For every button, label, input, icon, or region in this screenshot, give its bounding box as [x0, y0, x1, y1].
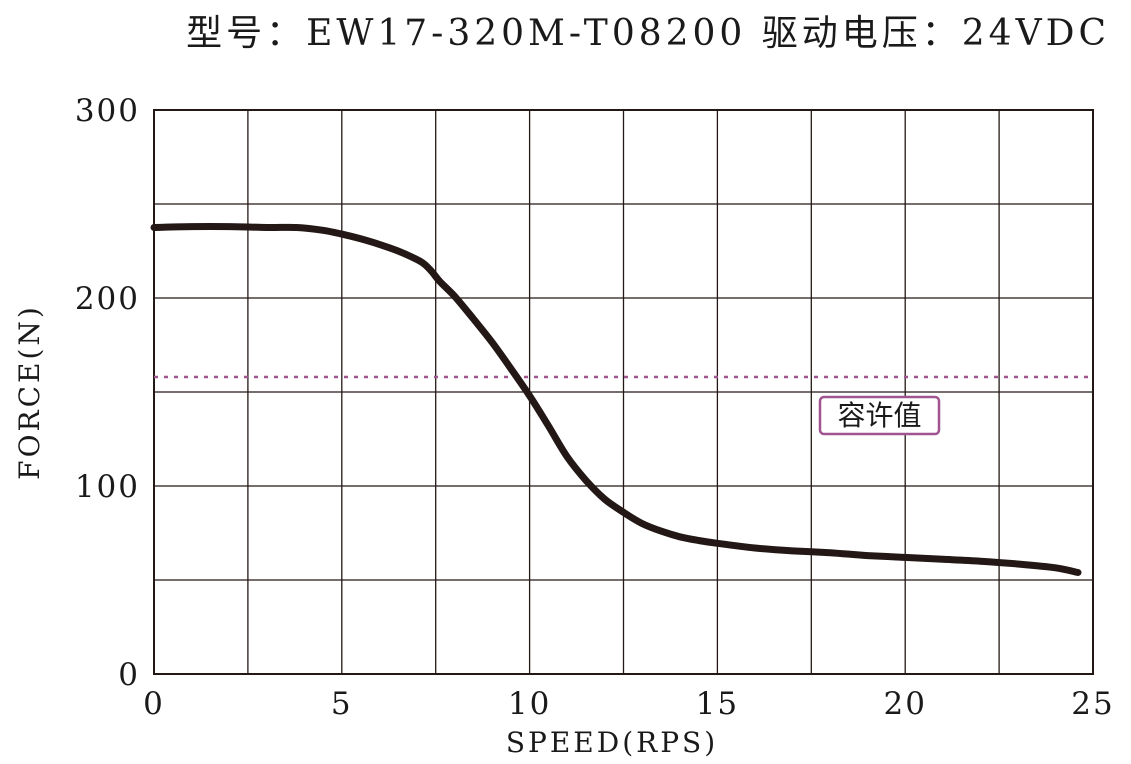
x-tick-label: 5	[331, 686, 353, 722]
y-tick-label: 100	[75, 469, 140, 505]
reference-label-border	[818, 395, 941, 436]
x-tick-label: 15	[696, 686, 739, 722]
y-tick-label: 200	[75, 281, 140, 317]
x-tick-label: 0	[143, 686, 165, 722]
y-tick-label: 0	[118, 657, 140, 693]
chart-title: 型号：EW17-320M-T08200 驱动电压：24VDC	[186, 13, 1110, 54]
x-tick-labels: 0 5 10 15 20 25	[143, 686, 1114, 722]
x-axis-label: SPEED(RPS)	[506, 726, 718, 759]
y-tick-label: 300	[75, 93, 140, 129]
y-axis-label: FORCE(N)	[13, 304, 46, 480]
x-tick-label: 25	[1071, 686, 1114, 722]
plot-frame	[153, 109, 1094, 675]
x-tick-label: 10	[508, 686, 551, 722]
reference-label: 容许值	[837, 399, 921, 432]
reference-label-box: 容许值	[818, 395, 941, 436]
force-speed-curve	[150, 222, 1082, 576]
x-tick-label: 20	[883, 686, 926, 722]
grid	[154, 110, 1093, 674]
y-tick-labels: 0 100 200 300	[75, 93, 140, 693]
